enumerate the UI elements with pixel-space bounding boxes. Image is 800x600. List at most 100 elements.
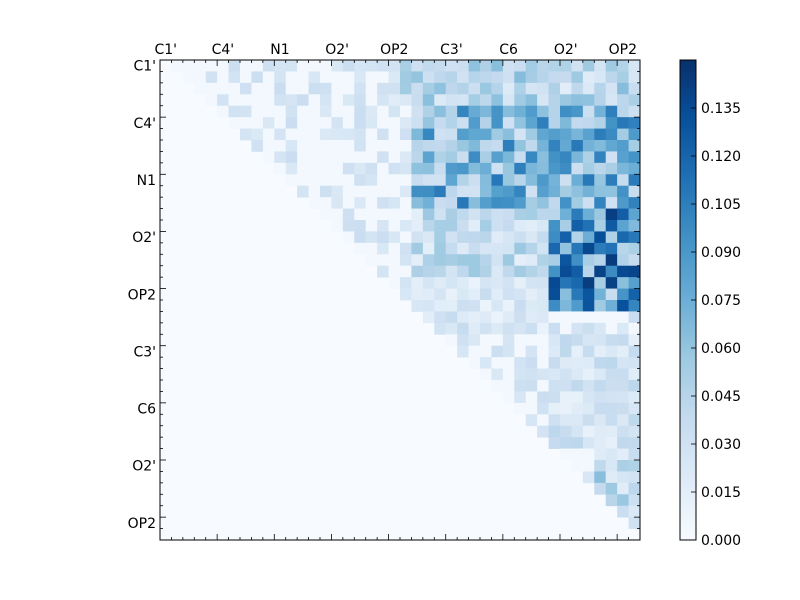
heatmap-cell bbox=[502, 334, 515, 347]
heatmap-cell bbox=[617, 220, 629, 232]
heatmap-cell bbox=[537, 197, 549, 209]
heatmap-cell bbox=[502, 322, 515, 335]
heatmap-cell bbox=[468, 265, 481, 278]
heatmap-cell bbox=[434, 117, 447, 129]
heatmap-cell bbox=[582, 197, 595, 209]
heatmap-cell bbox=[297, 128, 309, 141]
heatmap-cell bbox=[525, 300, 538, 312]
y-tick-label: OP2 bbox=[128, 516, 156, 532]
heatmap-cell bbox=[331, 117, 344, 129]
heatmap-cell bbox=[434, 128, 447, 141]
heatmap-cell bbox=[445, 265, 458, 278]
heatmap-cell bbox=[548, 437, 561, 449]
heatmap-cell bbox=[617, 334, 629, 347]
heatmap-cell bbox=[331, 174, 344, 187]
heatmap-cell bbox=[628, 242, 641, 255]
heatmap-cell bbox=[617, 368, 629, 381]
heatmap-cell bbox=[548, 174, 561, 187]
heatmap-cell bbox=[594, 128, 607, 141]
heatmap-cell bbox=[594, 254, 607, 267]
heatmap-cell bbox=[422, 277, 435, 289]
heatmap-cell bbox=[605, 402, 618, 415]
heatmap-cell bbox=[560, 105, 572, 118]
heatmap-cell bbox=[594, 368, 607, 381]
heatmap-cell bbox=[251, 140, 264, 152]
heatmap-cell bbox=[491, 334, 504, 347]
heatmap-cell bbox=[502, 254, 515, 267]
heatmap-cell bbox=[548, 425, 561, 438]
heatmap-cell bbox=[365, 254, 378, 267]
heatmap-cell bbox=[605, 471, 618, 484]
heatmap-cell bbox=[422, 60, 435, 72]
heatmap-cell bbox=[320, 82, 332, 95]
heatmap-cell bbox=[571, 128, 584, 141]
heatmap-cell bbox=[548, 322, 561, 335]
heatmap-cell bbox=[594, 185, 607, 198]
heatmap-cell bbox=[594, 482, 607, 495]
heatmap-cell bbox=[594, 174, 607, 187]
heatmap-cell bbox=[628, 311, 641, 324]
heatmap-cell bbox=[445, 242, 458, 255]
heatmap-cell bbox=[331, 140, 344, 152]
heatmap-cell bbox=[377, 151, 389, 164]
heatmap-cell bbox=[377, 242, 389, 255]
heatmap-cell bbox=[560, 117, 572, 129]
heatmap-cell bbox=[377, 208, 389, 221]
heatmap-cell bbox=[251, 117, 264, 129]
heatmap-cell bbox=[388, 71, 401, 84]
heatmap-cell bbox=[388, 60, 401, 72]
heatmap-cell bbox=[205, 60, 218, 72]
heatmap-cell bbox=[480, 82, 492, 95]
heatmap-cell bbox=[628, 82, 641, 95]
heatmap-cell bbox=[400, 185, 412, 198]
heatmap-cell bbox=[571, 425, 584, 438]
heatmap-cell bbox=[434, 174, 447, 187]
heatmap-cell bbox=[617, 311, 629, 324]
heatmap-cell bbox=[605, 197, 618, 209]
heatmap-cell bbox=[308, 71, 321, 84]
heatmap-cell bbox=[480, 265, 492, 278]
heatmap-cell bbox=[525, 368, 538, 381]
heatmap-cell bbox=[560, 128, 572, 141]
heatmap-cell bbox=[491, 380, 504, 392]
heatmap-cell bbox=[491, 151, 504, 164]
heatmap-cell bbox=[468, 151, 481, 164]
heatmap-cell bbox=[297, 117, 309, 129]
heatmap-cell bbox=[525, 82, 538, 95]
heatmap-cell bbox=[251, 105, 264, 118]
heatmap-cell bbox=[217, 60, 229, 72]
heatmap-cell bbox=[582, 380, 595, 392]
heatmap-cell bbox=[457, 231, 469, 244]
heatmap-cell bbox=[491, 231, 504, 244]
heatmap-cell bbox=[228, 105, 241, 118]
heatmap-cell bbox=[457, 220, 469, 232]
heatmap-cell bbox=[480, 94, 492, 107]
heatmap-cell bbox=[491, 277, 504, 289]
heatmap-cell bbox=[240, 71, 252, 84]
heatmap-cell bbox=[320, 151, 332, 164]
heatmap-cell bbox=[537, 380, 549, 392]
heatmap-cell bbox=[354, 151, 367, 164]
heatmap-cell bbox=[548, 300, 561, 312]
heatmap-cell bbox=[457, 71, 469, 84]
heatmap-cell bbox=[571, 322, 584, 335]
heatmap-cell bbox=[582, 277, 595, 289]
heatmap-cell bbox=[457, 105, 469, 118]
heatmap-cell bbox=[605, 334, 618, 347]
heatmap-cell bbox=[491, 94, 504, 107]
heatmap-cell bbox=[262, 82, 275, 95]
heatmap-cell bbox=[525, 94, 538, 107]
heatmap-cell bbox=[365, 140, 378, 152]
heatmap-cell bbox=[342, 82, 355, 95]
heatmap-cell bbox=[605, 380, 618, 392]
heatmap-cell bbox=[320, 197, 332, 209]
heatmap-cell bbox=[411, 185, 424, 198]
heatmap-cell bbox=[365, 242, 378, 255]
heatmap-cell bbox=[594, 82, 607, 95]
heatmap-cell bbox=[537, 414, 549, 427]
heatmap-cell bbox=[411, 60, 424, 72]
heatmap-cell bbox=[571, 345, 584, 358]
heatmap-cell bbox=[422, 71, 435, 84]
heatmap-cell bbox=[628, 162, 641, 175]
heatmap-cell bbox=[388, 208, 401, 221]
